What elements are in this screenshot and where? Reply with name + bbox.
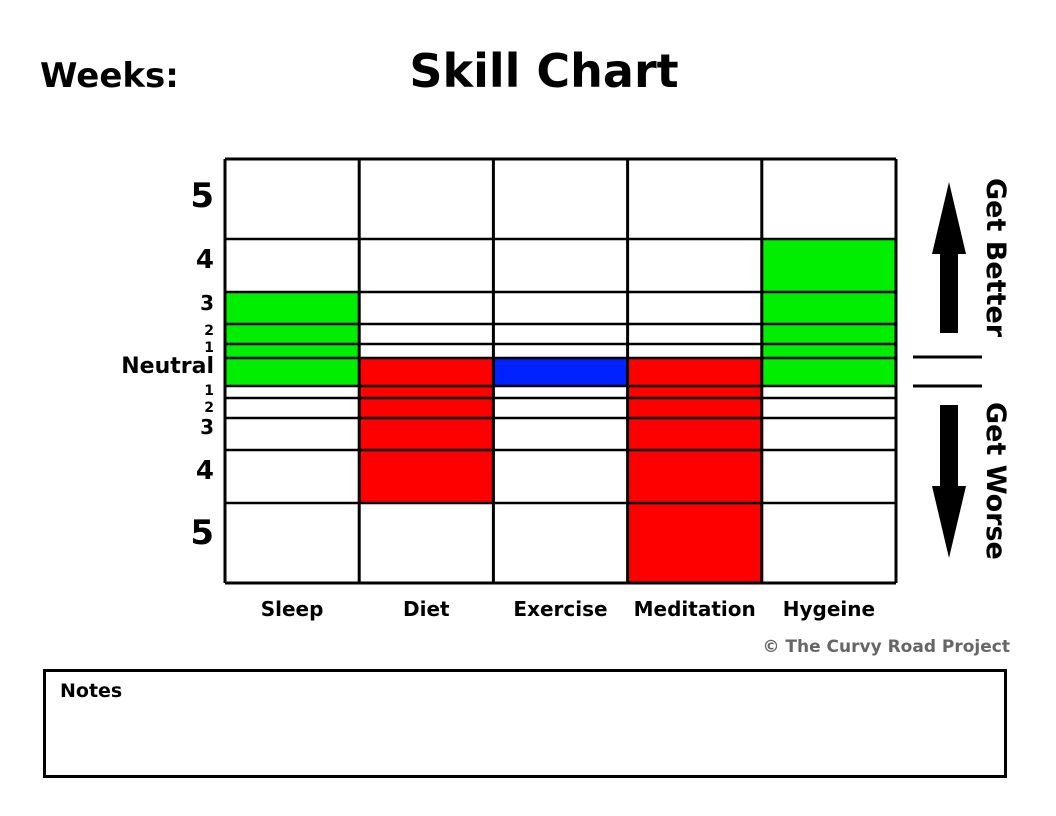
notes-label: Notes: [60, 680, 123, 702]
column-label: Sleep: [261, 597, 324, 621]
copyright-text: © The Curvy Road Project: [762, 637, 1010, 657]
row-label: 5: [190, 176, 214, 216]
row-label: 3: [200, 291, 214, 315]
notes-box[interactable]: Notes: [43, 669, 1007, 778]
row-label: Neutral: [121, 354, 214, 379]
get-worse-label: Get Worse: [980, 402, 1011, 560]
page-title: Skill Chart: [409, 44, 679, 98]
bar-meditation: [627, 358, 762, 583]
column-label: Diet: [403, 597, 450, 621]
row-label: 2: [204, 400, 214, 416]
get-better-label: Get Better: [980, 178, 1011, 338]
row-label: 1: [204, 383, 214, 399]
chart-column-labels: Sleep Diet Exercise Meditation Hygeine: [261, 597, 875, 621]
column-label: Hygeine: [783, 597, 875, 621]
get-worse-arrow-icon: [932, 405, 966, 558]
bar-diet: [359, 358, 494, 503]
bar-exercise: [493, 358, 628, 386]
column-label: Meditation: [634, 597, 756, 621]
bar-hygeine: [761, 239, 896, 386]
chart-fills: [225, 239, 896, 583]
row-label: 5: [190, 513, 214, 553]
weeks-label: Weeks:: [40, 56, 179, 96]
chart-vertical-lines: [223, 159, 898, 583]
row-label: 3: [200, 415, 214, 439]
column-label: Exercise: [513, 597, 607, 621]
row-label: 1: [204, 340, 214, 356]
row-label: 4: [196, 456, 214, 486]
get-better-arrow-icon: [932, 182, 966, 333]
chart-horizontal-lines: [225, 157, 896, 585]
row-label: 4: [196, 245, 214, 275]
row-label: 2: [204, 323, 214, 339]
bar-sleep: [225, 292, 360, 386]
